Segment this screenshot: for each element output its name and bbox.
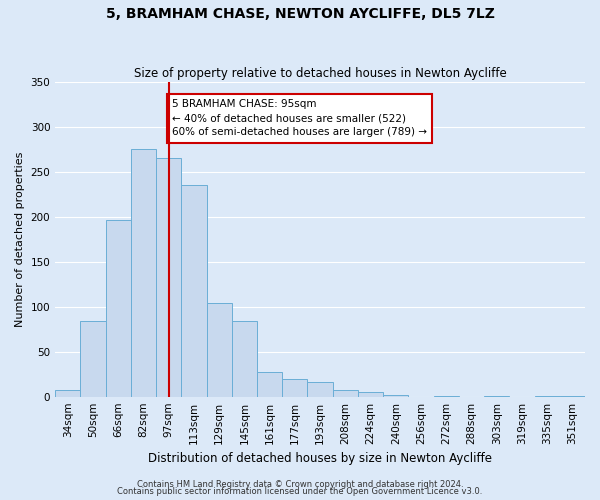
Bar	[206, 303, 232, 396]
Bar	[358, 392, 383, 396]
X-axis label: Distribution of detached houses by size in Newton Aycliffe: Distribution of detached houses by size …	[148, 452, 492, 465]
Bar	[232, 321, 257, 396]
Text: Contains HM Land Registry data © Crown copyright and database right 2024.: Contains HM Land Registry data © Crown c…	[137, 480, 463, 489]
Bar	[106, 220, 131, 396]
Bar	[257, 372, 282, 396]
Bar	[80, 321, 106, 396]
Bar	[307, 382, 332, 396]
Text: Contains public sector information licensed under the Open Government Licence v3: Contains public sector information licen…	[118, 487, 482, 496]
Bar	[332, 390, 358, 396]
Title: Size of property relative to detached houses in Newton Aycliffe: Size of property relative to detached ho…	[134, 66, 506, 80]
Bar	[383, 395, 409, 396]
Bar	[181, 184, 206, 396]
Text: 5 BRAMHAM CHASE: 95sqm
← 40% of detached houses are smaller (522)
60% of semi-de: 5 BRAMHAM CHASE: 95sqm ← 40% of detached…	[172, 100, 427, 138]
Text: 5, BRAMHAM CHASE, NEWTON AYCLIFFE, DL5 7LZ: 5, BRAMHAM CHASE, NEWTON AYCLIFFE, DL5 7…	[106, 8, 494, 22]
Bar	[156, 158, 181, 396]
Bar	[55, 390, 80, 396]
Y-axis label: Number of detached properties: Number of detached properties	[15, 152, 25, 327]
Bar	[282, 378, 307, 396]
Bar	[131, 150, 156, 396]
